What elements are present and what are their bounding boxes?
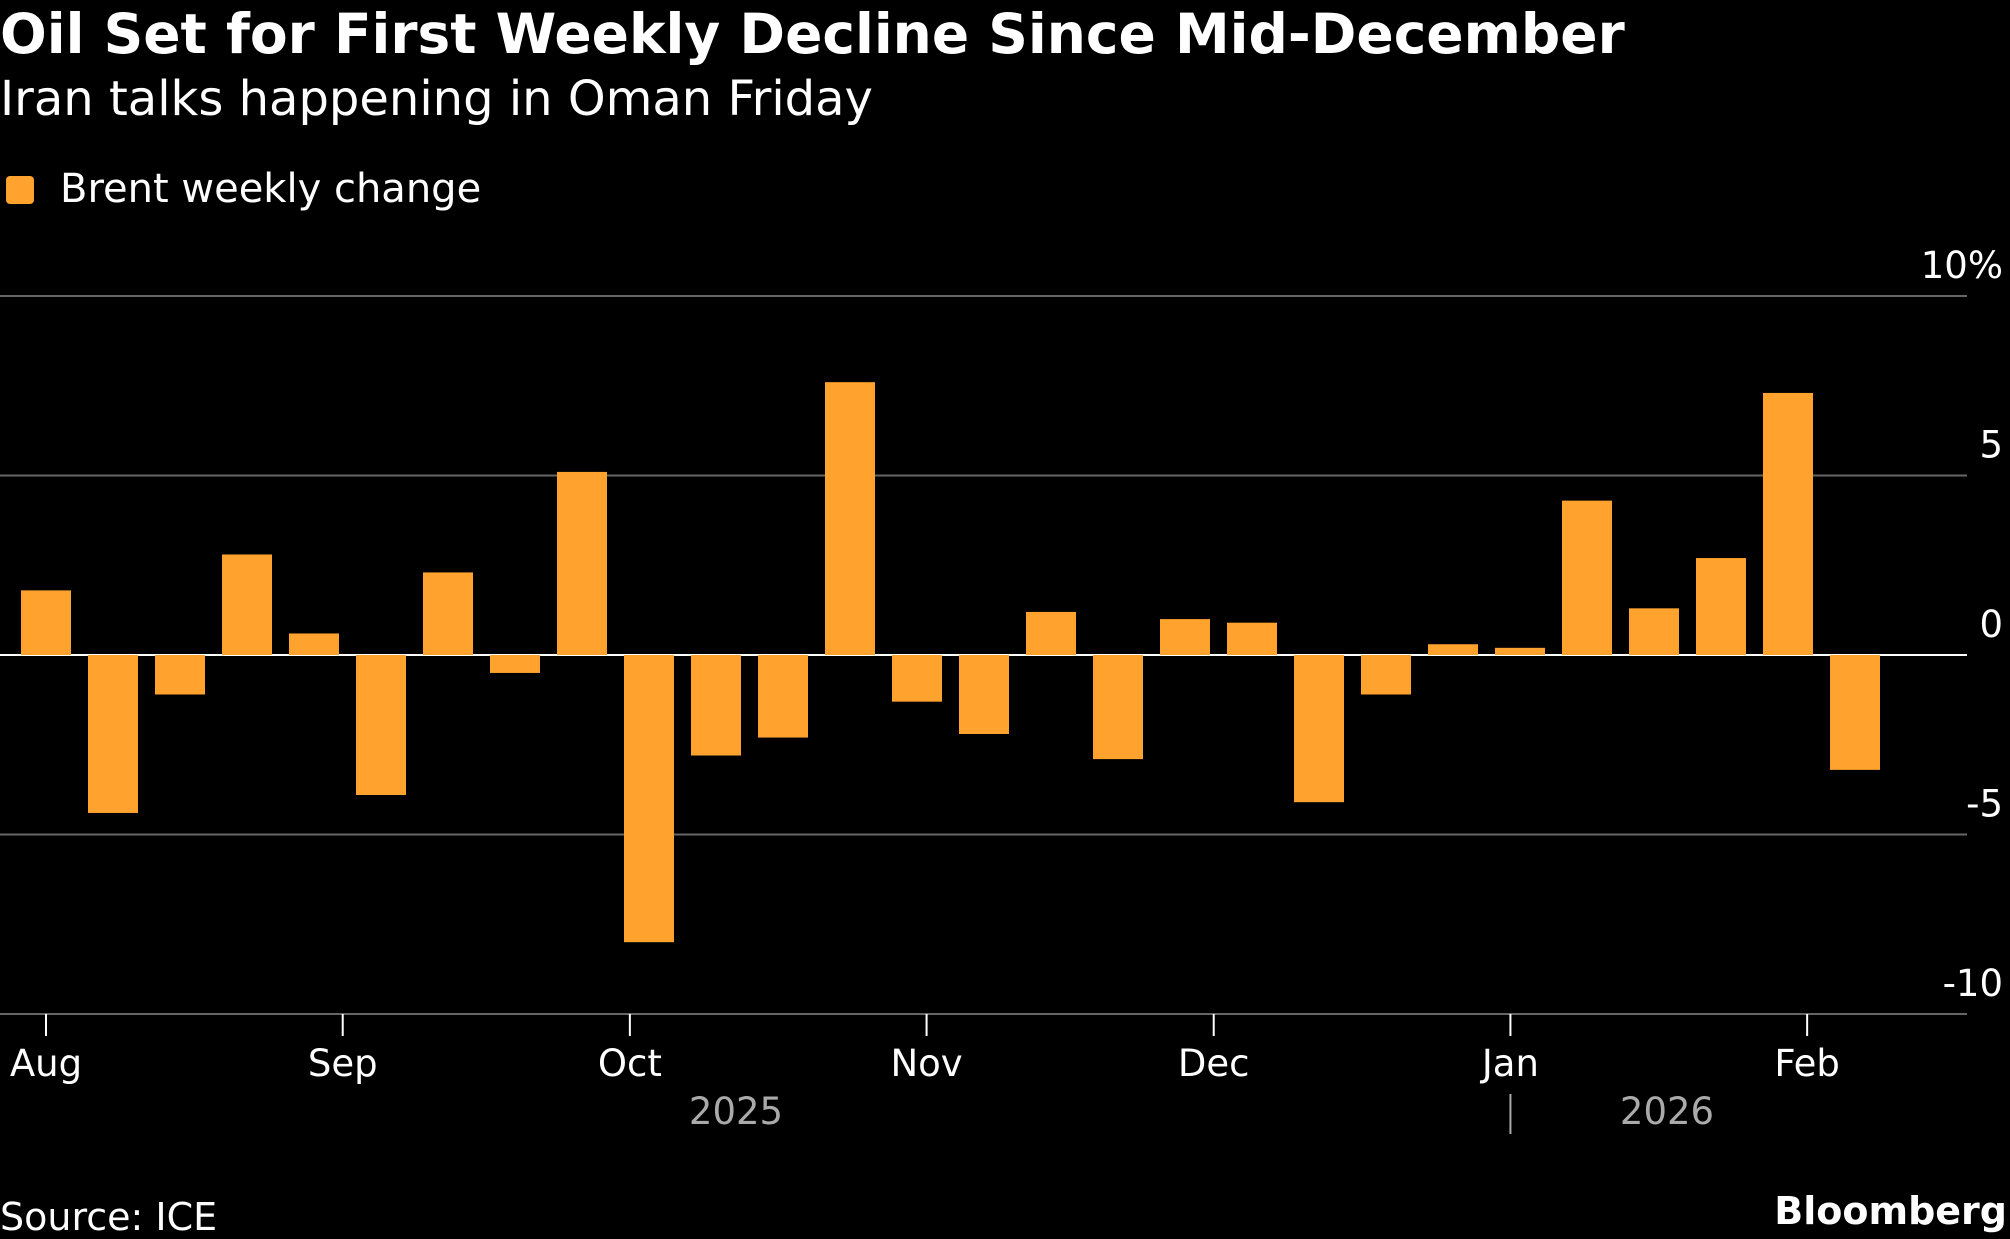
bar xyxy=(1763,392,1813,655)
bar xyxy=(21,590,71,655)
bar xyxy=(1294,655,1344,803)
bar xyxy=(1830,655,1880,770)
bar xyxy=(1160,619,1210,655)
bar xyxy=(1361,655,1411,695)
bar xyxy=(892,655,942,702)
year-label: 2025 xyxy=(689,1090,783,1133)
bar xyxy=(1093,655,1143,760)
x-tick-label: Jan xyxy=(1480,1042,1539,1085)
y-tick-label: 5 xyxy=(1979,424,2003,467)
bar xyxy=(155,655,205,695)
y-tick-label: -5 xyxy=(1966,783,2003,826)
x-tick-label: Nov xyxy=(890,1042,962,1085)
chart-subtitle: Iran talks happening in Oman Friday xyxy=(0,71,873,127)
bar xyxy=(1227,622,1277,655)
bars xyxy=(21,382,1880,943)
bar xyxy=(1026,611,1076,655)
year-label: 2026 xyxy=(1620,1090,1714,1133)
bar xyxy=(825,382,875,655)
bar xyxy=(1428,644,1478,655)
chart-title: Oil Set for First Weekly Decline Since M… xyxy=(0,2,1625,66)
bar xyxy=(222,554,272,655)
bar xyxy=(1495,647,1545,655)
bar xyxy=(289,633,339,655)
bar xyxy=(691,655,741,756)
bar xyxy=(423,572,473,655)
bar xyxy=(490,655,540,673)
bar xyxy=(959,655,1009,734)
x-tick-label: Aug xyxy=(10,1042,82,1085)
bar xyxy=(1629,608,1679,655)
x-tick-label: Sep xyxy=(308,1042,378,1085)
y-tick-label: 0 xyxy=(1979,603,2003,646)
bar xyxy=(88,655,138,813)
x-tick-label: Feb xyxy=(1774,1042,1840,1085)
bar xyxy=(557,471,607,655)
legend-label: Brent weekly change xyxy=(60,166,481,212)
x-axis: Aug Sep Oct Nov Dec Jan Feb 2025 2026 xyxy=(10,1014,1840,1134)
legend-swatch xyxy=(6,176,34,204)
source-note: Source: ICE xyxy=(0,1195,217,1239)
bar xyxy=(758,655,808,738)
x-tick-label: Dec xyxy=(1178,1042,1250,1085)
bar xyxy=(624,655,674,943)
y-tick-label: -10 xyxy=(1943,962,2003,1005)
bloomberg-logo: Bloomberg xyxy=(1774,1189,2007,1233)
grid: 10% 5 0 -5 -10 xyxy=(0,244,2003,1015)
bar xyxy=(1562,500,1612,655)
bar xyxy=(356,655,406,796)
x-tick-label: Oct xyxy=(598,1042,662,1085)
bar xyxy=(1696,558,1746,655)
y-tick-label: 10% xyxy=(1921,244,2003,287)
